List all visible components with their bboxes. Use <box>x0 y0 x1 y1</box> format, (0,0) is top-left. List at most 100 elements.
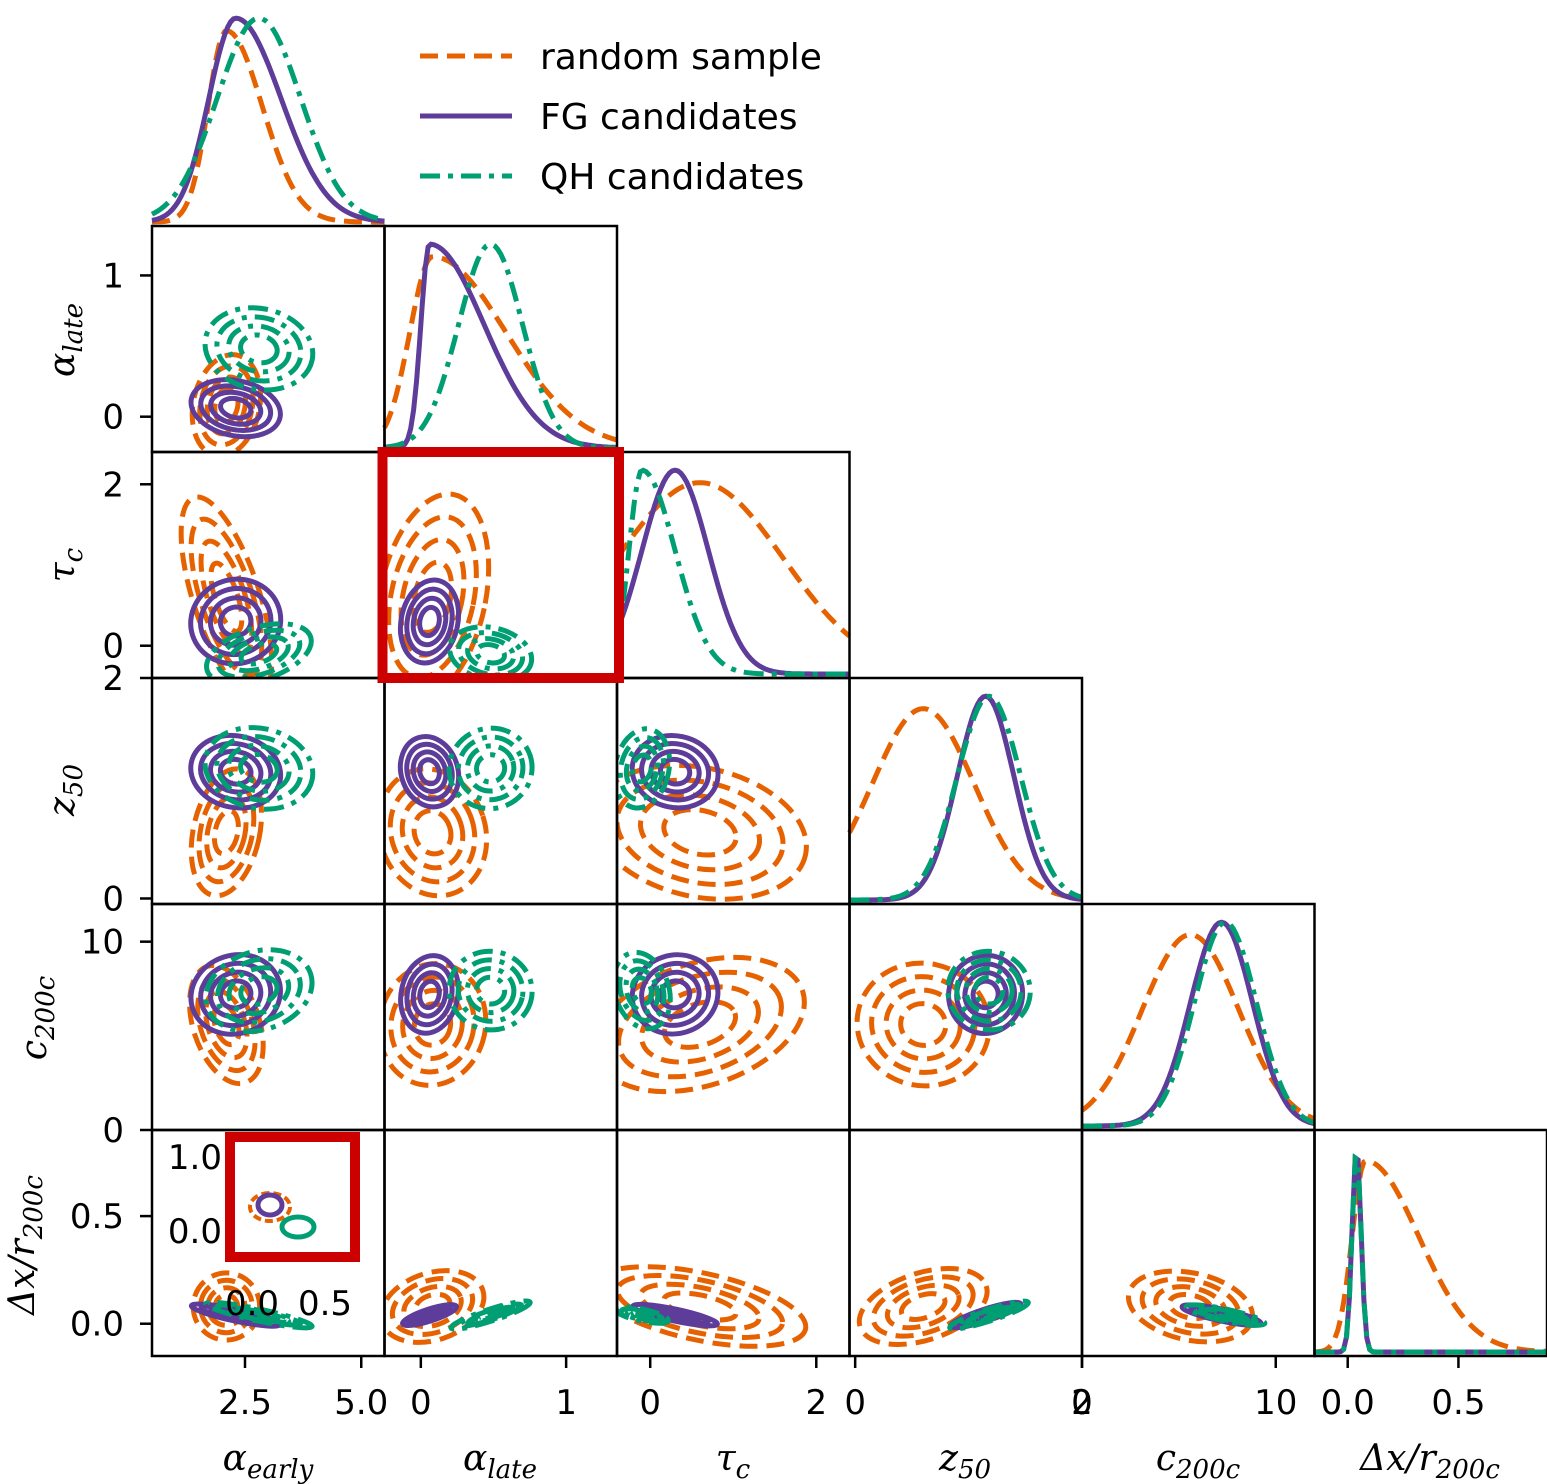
contour-random_sample-3 <box>898 1001 949 1048</box>
ytick-label-c_200c-0: 0 <box>102 1111 124 1151</box>
contour-fg_candidates-3 <box>417 978 442 1011</box>
contour-fg_candidates-3 <box>658 1308 692 1322</box>
contour-fg_candidates-2 <box>208 748 264 795</box>
contour-fg_candidates-1 <box>198 960 274 1028</box>
ytick-label-alpha_late-1: 1 <box>102 256 124 296</box>
contour-qh_candidates-3 <box>629 975 655 1007</box>
xtick-label-z_50-0: 0 <box>844 1383 866 1423</box>
frame-3-1 <box>383 676 619 906</box>
legend-label-fg: FG candidates <box>540 97 798 138</box>
highlight-box <box>377 447 624 683</box>
contour-qh_candidates-1 <box>214 314 304 384</box>
panel-z_50-vs-tau_c <box>617 726 809 902</box>
diag-curve-z_50-fg_candidates <box>849 693 1083 903</box>
contour-qh_candidates-2 <box>226 323 292 375</box>
xtick-label-z_50-1: 2 <box>1071 1383 1093 1423</box>
contour-random_sample-0 <box>854 960 992 1089</box>
panel-c_200c-vs-alpha_early <box>187 947 315 1087</box>
contour-qh_candidates-1 <box>954 957 1024 1024</box>
contour-qh_candidates-0 <box>446 948 535 1033</box>
contour-fg_candidates-3 <box>217 756 254 787</box>
contour-qh_candidates-1 <box>214 956 303 1026</box>
panel-dx_r200c-vs-c_200c <box>1125 1268 1268 1345</box>
contour-random_sample-0 <box>384 1268 487 1345</box>
contour-fg_candidates-3 <box>657 756 693 787</box>
contour-fg_candidates-3 <box>218 395 254 421</box>
legend: random sample FG candidates QH candidate… <box>420 37 822 198</box>
contour-random_sample-1 <box>617 1272 786 1341</box>
panel-dx_r200c-vs-z_50 <box>856 1266 1031 1347</box>
panel-dx_r200c-vs-alpha_late <box>384 1268 533 1345</box>
inset-box <box>225 1132 360 1262</box>
contour-qh_candidates-0 <box>617 726 673 811</box>
diag-curve-c_200c-qh_candidates <box>1082 919 1316 1129</box>
contour-fg_candidates-3 <box>417 1309 442 1322</box>
contour-random_sample-0 <box>188 766 265 899</box>
panel-dx_r200c-vs-alpha_early <box>188 1270 315 1343</box>
contour-random_sample-0 <box>384 491 492 678</box>
contour-fg_candidates-1 <box>404 961 455 1028</box>
diag-curve-tau_c-fg_candidates <box>614 467 850 677</box>
contour-random_sample-0 <box>617 1264 809 1349</box>
xlabel-c200c: c200c <box>1156 1438 1241 1484</box>
contour-qh_candidates-3 <box>972 974 1006 1007</box>
contour-qh_candidates-0 <box>945 948 1033 1033</box>
contour-fg_candidates-2 <box>208 969 264 1020</box>
contour-qh_candidates-0 <box>204 621 314 678</box>
ytick-label-alpha_late-0: 0 <box>102 398 124 438</box>
contour-fg_candidates-0 <box>188 576 284 667</box>
ylabel-z50: z50 <box>42 764 89 817</box>
contour-random_sample-1 <box>196 780 257 885</box>
contour-qh_candidates-3 <box>474 974 508 1007</box>
panel-z_50-vs-alpha_early <box>188 725 316 899</box>
ytick-label-z_50-1: 2 <box>102 659 124 699</box>
contour-qh_candidates-0 <box>446 725 535 812</box>
panel-dx_r200c-vs-tau_c <box>617 1264 809 1349</box>
contour-qh_candidates-2 <box>963 966 1015 1016</box>
inset-contour-fg <box>255 1192 285 1218</box>
axis-labels: αearly αlate τc z50 c200c Δx/r200c αlate… <box>2 303 1500 1484</box>
contour-fg_candidates-2 <box>648 748 702 795</box>
contour-fg_candidates-1 <box>404 586 455 657</box>
contour-qh_candidates-2 <box>623 743 660 794</box>
contour-qh_candidates-3 <box>474 1307 507 1323</box>
contour-random_sample-1 <box>617 969 784 1080</box>
contour-qh_candidates-0 <box>202 305 316 393</box>
contour-qh_candidates-3 <box>630 1309 654 1321</box>
xtick-label-c_200c-1: 10 <box>1254 1383 1297 1423</box>
contour-fg_candidates-2 <box>208 389 264 427</box>
inset-ytick-0: 1.0 <box>168 1138 222 1178</box>
panel-alpha_late-vs-alpha_early <box>188 305 316 452</box>
panel-c_200c-vs-alpha_late <box>384 948 535 1088</box>
diag-curve-tau_c-random_sample <box>614 480 852 639</box>
inset-ytick-1: 0.0 <box>168 1212 222 1252</box>
contour-qh_candidates-0 <box>203 947 315 1034</box>
ylabel-alpha-late: αlate <box>42 303 89 377</box>
diag-curve-z_50-random_sample <box>847 706 1083 901</box>
xlabel-alpha-early: αearly <box>223 1438 314 1484</box>
contour-qh_candidates-1 <box>215 627 303 678</box>
contour-qh_candidates-3 <box>238 641 280 667</box>
ylabel-tau-c: τc <box>42 547 89 582</box>
ytick-label-z_50-0: 0 <box>102 879 124 919</box>
diag-curve-alpha_early-fg_candidates <box>151 15 385 224</box>
contour-random_sample-1 <box>617 777 786 888</box>
xtick-label-alpha_late-1: 1 <box>555 1383 577 1423</box>
ylabel-dx-r200c: Δx/r200c <box>2 1175 49 1317</box>
contour-fg_candidates-3 <box>970 978 1001 1011</box>
contour-random_sample-0 <box>384 961 489 1088</box>
xtick-label-alpha_early-1: 5.0 <box>334 1383 388 1423</box>
contour-qh_candidates-0 <box>447 624 535 678</box>
contour-qh_candidates-3 <box>973 1307 1005 1323</box>
ylabel-c200c: c200c <box>14 975 61 1060</box>
contour-fg_candidates-0 <box>629 733 721 811</box>
contour-fg_candidates-1 <box>404 741 455 802</box>
frame-5-5 <box>1313 1128 1547 1358</box>
contour-qh_candidates-0 <box>617 1304 671 1326</box>
contour-random_sample-3 <box>661 807 739 858</box>
panel-c_200c-vs-tau_c <box>617 949 807 1095</box>
inset-xtick-1: 0.5 <box>298 1284 352 1324</box>
contour-random_sample-1 <box>387 780 478 885</box>
contour-qh_candidates-2 <box>464 743 517 794</box>
